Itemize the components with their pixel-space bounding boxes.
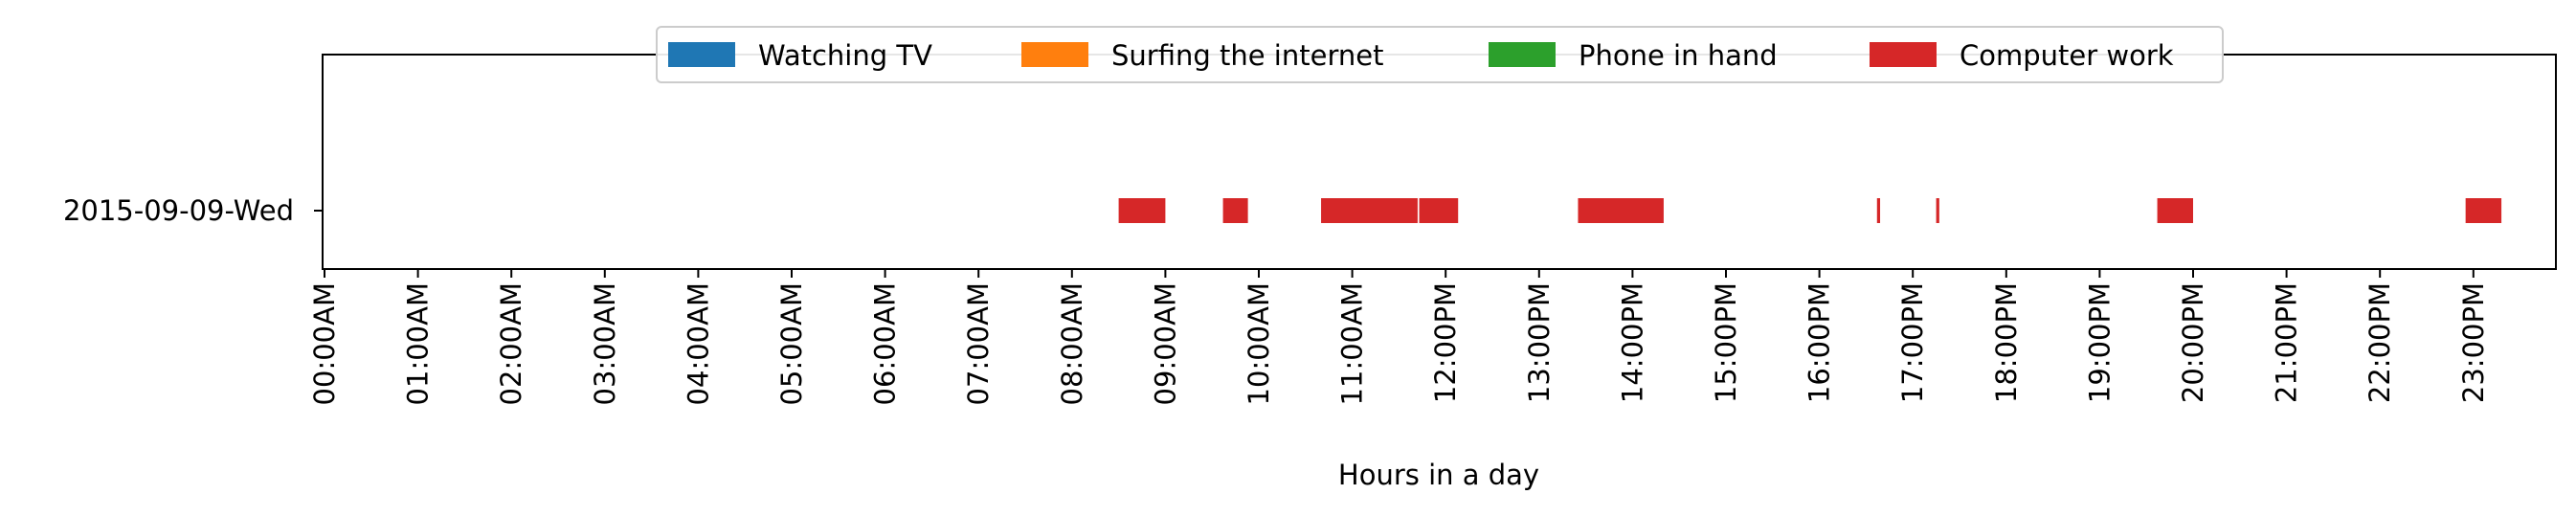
legend-box xyxy=(656,26,2224,83)
x-axis-title: Hours in a day xyxy=(1338,459,1539,491)
x-tick-label: 01:00AM xyxy=(402,282,435,405)
legend-label: Phone in hand xyxy=(1579,39,1778,72)
legend-label: Computer work xyxy=(1960,39,2174,72)
activity-bar xyxy=(1118,198,1166,223)
x-tick-label: 17:00PM xyxy=(1896,282,1929,403)
x-tick-label: 15:00PM xyxy=(1710,282,1742,403)
x-tick-label: 10:00AM xyxy=(1243,282,1275,405)
legend-label: Watching TV xyxy=(758,39,932,72)
legend-swatch xyxy=(1489,42,1556,67)
x-tick-label: 03:00AM xyxy=(589,282,621,405)
x-axis: 00:00AM 01:00AM 02:00AM 03:00AM 04:00AM 05:00… xyxy=(308,269,2490,405)
legend-swatch xyxy=(668,42,735,67)
x-tick-label: 19:00PM xyxy=(2083,282,2116,403)
x-tick-label: 06:00AM xyxy=(869,282,902,405)
x-tick-label: 14:00PM xyxy=(1616,282,1648,403)
activity-bar xyxy=(1321,198,1418,223)
x-tick-label: 18:00PM xyxy=(1990,282,2023,403)
x-tick-label: 16:00PM xyxy=(1803,282,1836,403)
activity-bar xyxy=(1876,198,1881,223)
activity-bar xyxy=(1222,198,1248,223)
x-tick-label: 12:00PM xyxy=(1429,282,1462,403)
activity-bar xyxy=(2465,198,2502,223)
x-tick-label: 07:00AM xyxy=(962,282,995,405)
x-tick-label: 13:00PM xyxy=(1523,282,1556,403)
y-axis: 2015-09-09-Wed xyxy=(63,194,323,227)
activity-bar xyxy=(1936,198,1939,223)
x-tick-label: 23:00PM xyxy=(2457,282,2490,403)
legend-label: Surfing the internet xyxy=(1111,39,1383,72)
x-tick-label: 02:00AM xyxy=(495,282,527,405)
legend-swatch xyxy=(1021,42,1088,67)
legend-swatch xyxy=(1870,42,1937,67)
x-tick-label: 04:00AM xyxy=(682,282,714,405)
activity-bar xyxy=(1419,198,1459,223)
activity-bar xyxy=(2157,198,2193,223)
x-tick-label: 20:00PM xyxy=(2177,282,2209,403)
x-tick-label: 08:00AM xyxy=(1056,282,1088,405)
legend: Watching TV Surfing the internet Phone in … xyxy=(656,26,2224,83)
bars-layer xyxy=(1118,198,2502,223)
y-tick-label: 2015-09-09-Wed xyxy=(63,194,294,227)
activity-bar xyxy=(1578,198,1664,223)
x-tick-label: 21:00PM xyxy=(2271,282,2303,403)
x-tick-label: 22:00PM xyxy=(2363,282,2396,403)
x-tick-label: 05:00AM xyxy=(775,282,808,405)
x-tick-label: 09:00AM xyxy=(1149,282,1181,405)
x-tick-label: 00:00AM xyxy=(308,282,341,405)
x-tick-label: 11:00AM xyxy=(1336,282,1369,405)
